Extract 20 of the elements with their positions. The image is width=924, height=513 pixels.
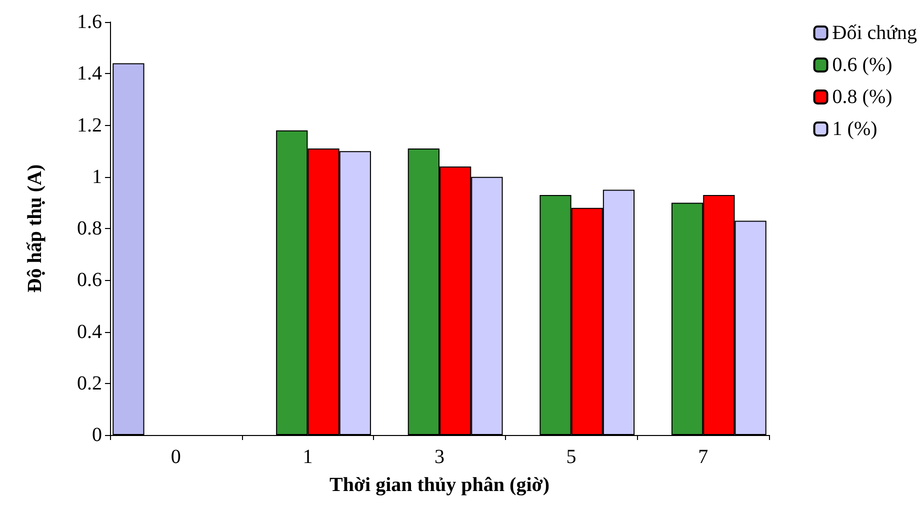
y-tick-label: 1.6 — [77, 11, 102, 33]
y-tick-label: 0.8 — [77, 218, 102, 240]
x-axis-title: Thời gian thủy phân (giờ) — [330, 474, 550, 496]
x-tick-label: 7 — [698, 446, 708, 468]
y-tick-label: 0.6 — [77, 269, 102, 292]
y-axis-title: Độ hấp thụ (A) — [24, 164, 46, 293]
legend-label: Đối chứng — [832, 22, 917, 44]
y-tick-label: 0 — [92, 424, 102, 446]
x-tick-label: 0 — [170, 446, 181, 468]
y-tick-label: 1.2 — [77, 114, 102, 136]
x-tick-label: 5 — [566, 446, 576, 468]
legend-label: 0.6 (%) — [832, 54, 892, 76]
y-tick-label: 0.4 — [77, 320, 102, 343]
legend-label: 0.8 (%) — [832, 86, 892, 108]
y-tick-label: 1 — [92, 166, 102, 188]
y-tick-label: 1.4 — [77, 62, 102, 85]
y-tick-label: 0.2 — [77, 372, 102, 394]
x-tick-label: 3 — [434, 446, 444, 468]
legend-label: 1 (%) — [832, 118, 878, 140]
x-tick-label: 1 — [302, 446, 313, 468]
